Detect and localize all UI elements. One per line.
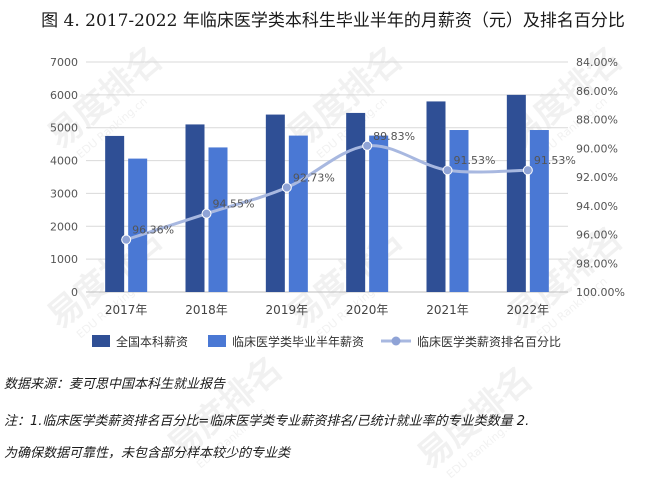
left-tick-label: 2000 bbox=[50, 220, 78, 233]
bar bbox=[529, 130, 549, 292]
rank-point bbox=[442, 165, 453, 176]
left-tick-label: 3000 bbox=[50, 187, 78, 200]
rank-point bbox=[362, 140, 373, 151]
left-tick-label: 1000 bbox=[50, 253, 78, 266]
legend-label: 临床医学类毕业半年薪资 bbox=[232, 334, 364, 349]
right-axis: 84.00% 86.00% 88.00% 90.00% 92.00% 94.00% 96.0… bbox=[576, 56, 625, 299]
x-tick-label: 2017年 bbox=[105, 303, 148, 317]
bar bbox=[265, 114, 285, 292]
right-tick-label: 84.00% bbox=[576, 56, 618, 69]
legend-item: 全国本科薪资 bbox=[92, 334, 188, 349]
bar bbox=[288, 135, 308, 292]
left-tick-label: 7000 bbox=[50, 56, 78, 69]
rank-data-label: 89.83% bbox=[373, 130, 415, 143]
legend-label: 临床医学类薪资排名百分比 bbox=[417, 334, 561, 349]
right-tick-label: 92.00% bbox=[576, 171, 618, 184]
legend-swatch bbox=[92, 335, 110, 347]
rank-point bbox=[121, 234, 132, 245]
rank-point bbox=[281, 182, 292, 193]
x-tick-label: 2018年 bbox=[185, 303, 228, 317]
rank-line: 96.36% 94.55% 92.73% 89.83% 91.53% 91.53% bbox=[121, 130, 576, 245]
footnote-line-2: 为确保数据可靠性，未包含部分样本较少的专业类 bbox=[4, 446, 291, 461]
source-note: 数据来源：麦可思中国本科生就业报告 bbox=[4, 377, 226, 392]
x-axis: 2017年 2018年 2019年 2020年 2021年 2022年 bbox=[105, 303, 549, 317]
rank-point bbox=[201, 208, 212, 219]
rank-data-label: 91.53% bbox=[534, 154, 576, 167]
legend-label: 全国本科薪资 bbox=[116, 334, 188, 349]
bar bbox=[346, 112, 366, 292]
bar bbox=[369, 135, 389, 292]
footnote-line-1: 注：1.临床医学类薪资排名百分比=临床医学类专业薪资排名/已统计就业率的专业类数… bbox=[4, 414, 530, 429]
gridlines bbox=[86, 61, 568, 293]
bar bbox=[426, 101, 446, 292]
rank-data-label: 94.55% bbox=[213, 198, 255, 211]
legend: 全国本科薪资 临床医学类毕业半年薪资 临床医学类薪资排名百分比 bbox=[92, 334, 561, 349]
right-tick-label: 88.00% bbox=[576, 114, 618, 127]
left-tick-label: 4000 bbox=[50, 155, 78, 168]
x-tick-label: 2019年 bbox=[266, 303, 309, 317]
left-tick-label: 5000 bbox=[50, 122, 78, 135]
rank-point bbox=[522, 165, 533, 176]
bar bbox=[105, 135, 125, 292]
right-tick-label: 100.00% bbox=[576, 286, 625, 299]
right-tick-label: 98.00% bbox=[576, 257, 618, 270]
right-tick-label: 90.00% bbox=[576, 142, 618, 155]
left-tick-label: 0 bbox=[71, 286, 78, 299]
x-tick-label: 2022年 bbox=[507, 303, 550, 317]
rank-data-label: 92.73% bbox=[293, 171, 335, 184]
legend-item: 临床医学类毕业半年薪资 bbox=[208, 334, 364, 349]
legend-marker bbox=[391, 336, 401, 346]
page-title: 图 4. 2017-2022 年临床医学类本科生毕业半年的月薪资（元）及排名百分… bbox=[41, 11, 625, 31]
x-tick-label: 2020年 bbox=[346, 303, 389, 317]
legend-item: 临床医学类薪资排名百分比 bbox=[381, 334, 561, 349]
rank-data-label: 96.36% bbox=[132, 224, 174, 237]
bars bbox=[105, 94, 549, 292]
right-tick-label: 96.00% bbox=[576, 229, 618, 242]
bar bbox=[506, 94, 526, 292]
bar bbox=[185, 124, 205, 292]
x-tick-label: 2021年 bbox=[426, 303, 469, 317]
left-axis: 0 1000 2000 3000 4000 5000 6000 7000 bbox=[50, 56, 78, 299]
right-tick-label: 86.00% bbox=[576, 85, 618, 98]
right-tick-label: 94.00% bbox=[576, 200, 618, 213]
legend-swatch bbox=[208, 335, 226, 347]
left-tick-label: 6000 bbox=[50, 89, 78, 102]
rank-data-label: 91.53% bbox=[454, 154, 496, 167]
bar bbox=[208, 147, 228, 292]
bar bbox=[128, 158, 148, 292]
